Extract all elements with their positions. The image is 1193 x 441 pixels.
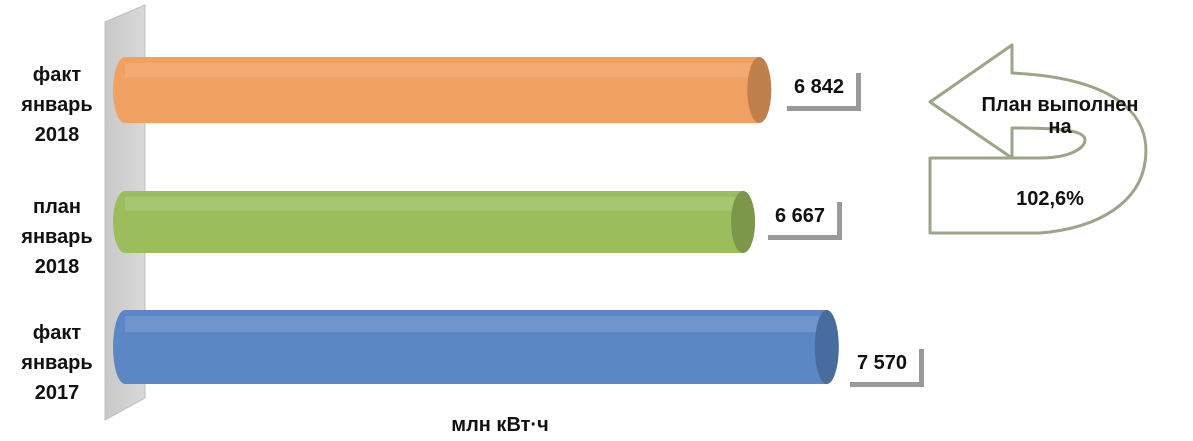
- bar-highlight-0: [125, 63, 760, 78]
- category-label-0: факт январь 2018: [21, 64, 93, 146]
- callout-line2: на: [1048, 116, 1072, 138]
- bar-body-2: [113, 310, 839, 385]
- category-label-1: план январь 2018: [21, 196, 93, 278]
- bar-highlight-2: [125, 316, 827, 333]
- bar-cap-1: [731, 191, 756, 253]
- bar-highlight-1: [125, 197, 744, 211]
- callout-value: 102,6%: [1016, 188, 1084, 210]
- bar-body-1: [113, 191, 756, 253]
- bar-1: [113, 191, 756, 253]
- value-label-2: 7 570: [845, 344, 920, 382]
- value-label-1: 6 667: [763, 197, 838, 235]
- bar-2: [113, 310, 839, 385]
- callout-arrow-icon: [928, 43, 1148, 235]
- bar-cap-0: [747, 57, 772, 123]
- value-label-0: 6 842: [782, 68, 857, 106]
- bar-0: [113, 57, 772, 123]
- callout-title: План выполнен на: [955, 94, 1165, 138]
- bar-cap-2: [814, 310, 839, 384]
- x-axis-label: млн кВт·ч: [451, 414, 549, 436]
- callout-line1: План выполнен: [981, 94, 1139, 116]
- bar-body-0: [113, 57, 772, 123]
- category-label-2: факт январь 2017: [21, 322, 93, 404]
